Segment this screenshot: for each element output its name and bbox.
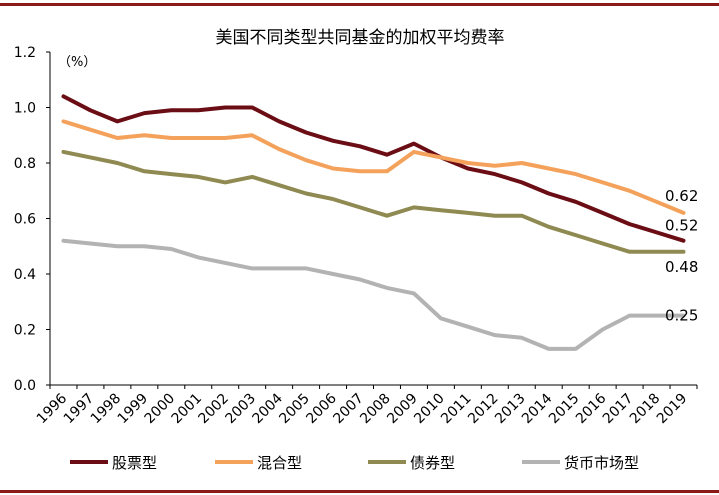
y-tick-label: 0.2 xyxy=(14,323,36,339)
x-tick-label: 1997 xyxy=(61,391,98,428)
series-end-label: 0.48 xyxy=(665,258,698,276)
x-tick-label: 2010 xyxy=(411,391,448,428)
x-tick-label: 2016 xyxy=(573,390,610,427)
end-labels: 0.52 0.62 0.48 0.25 xyxy=(665,187,698,325)
x-tick-label: 2000 xyxy=(142,391,179,428)
x-tick-label: 2018 xyxy=(627,391,664,428)
x-tick-label: 2011 xyxy=(438,391,475,428)
series-line xyxy=(61,238,686,351)
x-tick-label: 2015 xyxy=(546,391,583,428)
x-tick-label: 2006 xyxy=(303,390,340,427)
legend-label: 股票型 xyxy=(112,454,157,472)
x-tick-label: 2014 xyxy=(519,390,556,427)
x-tick-label: 2007 xyxy=(330,391,367,428)
x-tick-label: 1998 xyxy=(88,391,125,428)
x-tick-label: 2005 xyxy=(276,391,313,428)
series-end-label: 0.62 xyxy=(665,187,698,205)
x-tick-label: 2008 xyxy=(357,391,394,428)
y-unit-label: （%） xyxy=(58,55,96,70)
series-line xyxy=(61,149,686,254)
series-line xyxy=(61,119,686,215)
series-lines xyxy=(61,94,686,351)
bottom-rule xyxy=(0,490,719,493)
x-tick-label: 2004 xyxy=(249,390,286,427)
y-tick-label: 1.2 xyxy=(14,45,36,61)
x-tick-label: 2002 xyxy=(196,391,233,428)
y-tick-label: 0.8 xyxy=(14,156,36,172)
series-line xyxy=(61,94,686,243)
x-tick-label: 1999 xyxy=(115,391,152,428)
legend-label: 货币市场型 xyxy=(564,454,639,472)
x-tick-label: 2009 xyxy=(384,391,421,428)
legend-label: 债券型 xyxy=(410,454,455,472)
series-end-label: 0.52 xyxy=(665,217,698,235)
y-tick-label: 0.4 xyxy=(14,267,36,283)
x-tick-label: 1996 xyxy=(34,390,71,427)
legend-label: 混合型 xyxy=(257,454,302,472)
x-tick-label: 2019 xyxy=(654,391,691,428)
axes-group: 0.00.20.40.60.81.01.21996199719981999200… xyxy=(14,45,698,428)
top-rule xyxy=(0,3,719,6)
x-tick-label: 2001 xyxy=(169,391,206,428)
chart-title: 美国不同类型共同基金的加权平均费率 xyxy=(216,28,505,48)
y-tick-label: 1.0 xyxy=(14,101,36,117)
x-tick-label: 2012 xyxy=(465,391,502,428)
x-tick-label: 2003 xyxy=(223,391,260,428)
legend: 股票型 混合型 债券型 货币市场型 xyxy=(70,454,639,472)
x-tick-label: 2013 xyxy=(492,391,529,428)
x-tick-label: 2017 xyxy=(600,391,637,428)
y-tick-label: 0.0 xyxy=(14,378,36,394)
series-end-label: 0.25 xyxy=(665,307,698,325)
y-tick-label: 0.6 xyxy=(14,212,36,228)
